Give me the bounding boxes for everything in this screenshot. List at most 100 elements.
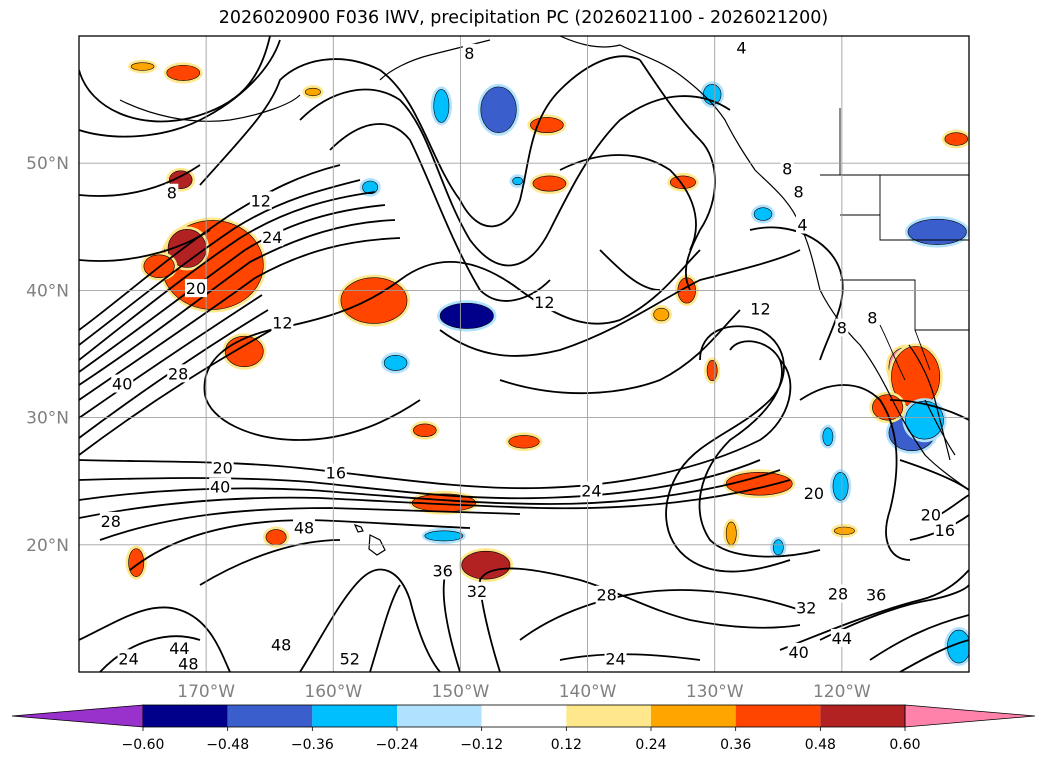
contour-label-bg	[117, 649, 140, 668]
contour-label-bg	[167, 364, 190, 383]
hawaii-island	[368, 534, 386, 556]
iwv-contour-line	[329, 123, 551, 302]
contour-label-bg	[787, 642, 810, 661]
chart-title: 2026020900 F036 IWV, precipitation PC (2…	[218, 8, 829, 28]
lon-tick-label: 130°W	[686, 682, 744, 700]
precip-blob	[532, 175, 567, 192]
contour-label: 12	[534, 293, 554, 312]
iwv-contour-line	[698, 340, 821, 558]
iwv-contour-line	[79, 479, 791, 519]
contour-label: 44	[832, 629, 852, 648]
colorbar: −0.60 −0.48 −0.36 −0.24 −0.12 0.12 0.24 0.36 0.4…	[11, 704, 1036, 753]
iwv-contour-line	[559, 653, 701, 661]
lon-tick-label: 140°W	[559, 682, 617, 700]
colorbar-tick-label: 0.36	[720, 737, 751, 753]
contour-label: 8	[837, 319, 847, 338]
contour-label: 8	[794, 182, 804, 201]
iwv-contour-line	[889, 399, 969, 421]
contour-label: 20	[921, 506, 941, 525]
contour-label: 36	[866, 586, 886, 605]
iwv-contour-line	[79, 237, 401, 401]
iwv-contours	[79, 36, 969, 672]
precip-blob	[905, 400, 944, 440]
precip-blob	[383, 354, 408, 371]
contour-label-bg	[780, 159, 794, 178]
precip-blob	[512, 176, 524, 186]
iwv-contour-line	[79, 219, 396, 386]
precip-blob	[872, 394, 904, 421]
colorbar-tick-label: −0.24	[376, 737, 419, 753]
contour-label: 20	[804, 484, 824, 503]
iwv-contour-line	[439, 249, 801, 357]
iwv-contour-line	[479, 567, 801, 672]
colorbar-frame	[142, 704, 906, 728]
contour-label-bg	[209, 477, 232, 496]
precip-blob	[772, 539, 784, 556]
contour-label-bg	[168, 639, 191, 658]
contour-label-bg	[261, 228, 284, 247]
contour-label-bg	[462, 43, 476, 62]
lat-lon-grid	[79, 36, 969, 672]
precip-blob	[413, 423, 437, 437]
contour-label: 48	[271, 635, 291, 654]
contour-label: 40	[788, 643, 808, 662]
contour-label: 8	[167, 184, 177, 203]
contour-label-bg	[177, 654, 200, 672]
lat-tick-label: 30°N	[26, 409, 69, 429]
border-line	[879, 324, 906, 381]
iwv-contour-line	[203, 249, 701, 396]
contour-label: 28	[101, 512, 121, 531]
colorbar-ticks: −0.60 −0.48 −0.36 −0.24 −0.12 0.12 0.24 0.36 0.4…	[122, 727, 921, 753]
contour-label-bg	[111, 374, 134, 393]
iwv-contour-line	[369, 584, 401, 672]
contour-label-bg	[865, 585, 888, 604]
contour-label-bg	[595, 585, 618, 604]
colorbar-swatch	[397, 705, 482, 727]
iwv-contour-line	[199, 55, 641, 228]
iwv-contour-line	[79, 36, 271, 123]
iwv-contour-line	[79, 294, 263, 419]
contour-label: 28	[168, 364, 188, 383]
contour-label-bg	[533, 293, 556, 312]
iwv-contour-line	[442, 574, 461, 672]
contour-label: 24	[118, 649, 138, 668]
precip-blob	[706, 360, 718, 382]
precip-blob	[130, 62, 155, 71]
contour-label: 12	[750, 299, 770, 318]
contour-label: 12	[251, 191, 271, 210]
precip-blob	[424, 530, 464, 542]
precip-blob	[944, 132, 969, 146]
contour-label-bg	[830, 628, 853, 647]
colorbar-tick-label: 0.24	[635, 737, 666, 753]
political-borders	[820, 108, 969, 381]
contour-label: 40	[210, 478, 230, 497]
iwv-contour-line	[665, 325, 791, 573]
contour-label-bg	[865, 308, 879, 327]
precip-blob	[725, 521, 737, 546]
precip-blob	[340, 277, 408, 324]
iwv-contour-line	[79, 469, 781, 505]
contour-label: 8	[867, 308, 877, 327]
contour-label-bg	[734, 38, 748, 57]
contour-label-bg	[270, 635, 293, 654]
iwv-contour-line	[79, 204, 386, 373]
precip-blob	[305, 87, 321, 97]
contour-label-bg	[184, 279, 207, 298]
contour-label-bg	[338, 649, 361, 668]
colorbar-swatch	[820, 705, 905, 727]
contour-label: 16	[326, 464, 346, 483]
iwv-contour-line	[79, 164, 341, 331]
contour-label-bg	[324, 463, 347, 482]
iwv-contour-line	[79, 179, 361, 346]
contour-label: 4	[736, 39, 746, 58]
contour-label: 32	[467, 582, 487, 601]
colorbar-tick-label: 0.48	[805, 737, 836, 753]
iwv-contour-line	[499, 309, 741, 395]
precip-blob	[224, 335, 264, 368]
precip-blob	[461, 550, 511, 580]
precip-blob	[439, 302, 494, 329]
iwv-contour-line	[899, 639, 969, 672]
contour-label-bg	[271, 313, 294, 332]
iwv-contour-line	[799, 384, 911, 561]
